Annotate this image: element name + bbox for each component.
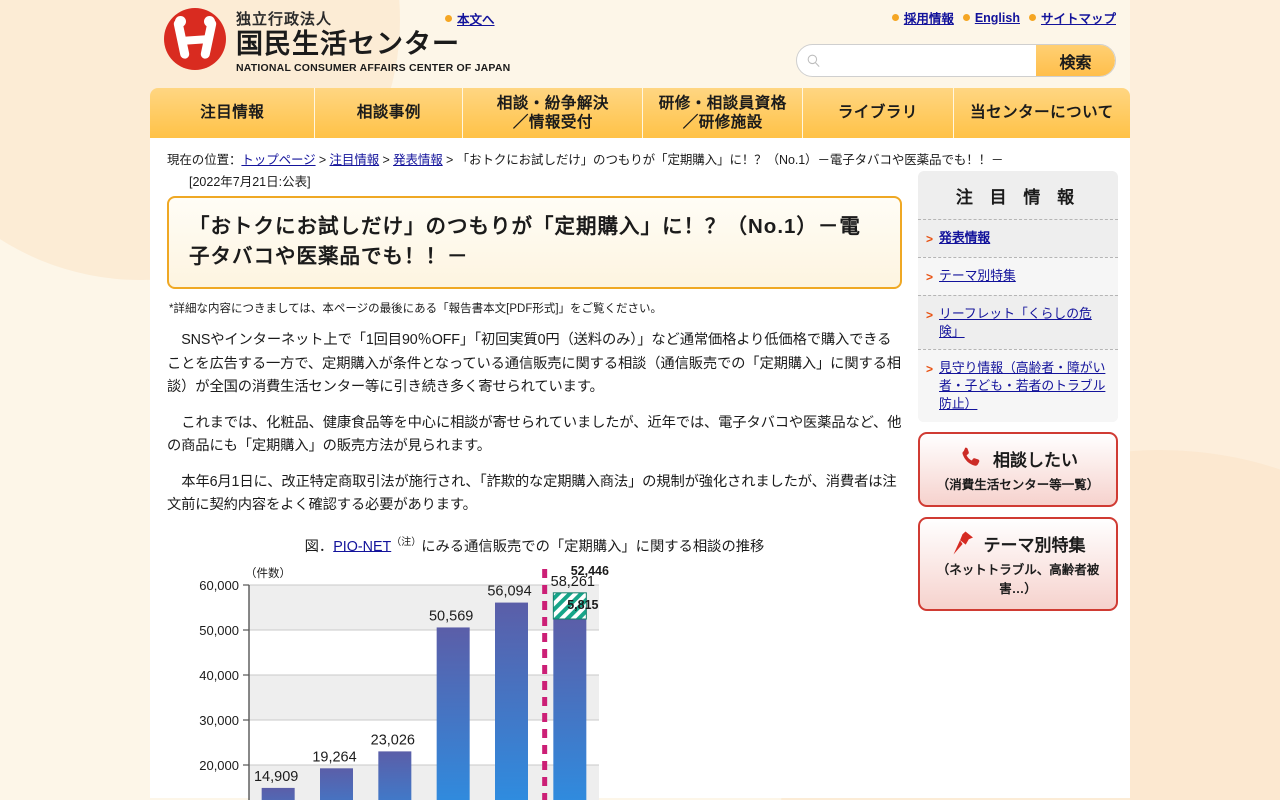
utility-nav-label[interactable]: 採用情報 bbox=[903, 12, 954, 26]
chevron-right-icon: > bbox=[926, 232, 934, 246]
logo-line-1: 独立行政法人 bbox=[236, 11, 333, 28]
figure-caption-note-marker: （注） bbox=[391, 536, 422, 548]
figure-caption-prefix: 図． bbox=[304, 538, 334, 555]
svg-text:（件数）: （件数） bbox=[245, 566, 291, 580]
chart-svg: 10,00020,00030,00040,00050,00060,000（件数）… bbox=[199, 564, 609, 800]
svg-text:50,569: 50,569 bbox=[429, 609, 473, 625]
chevron-right-icon: > bbox=[926, 307, 934, 322]
sidebar-item-label[interactable]: 見守り情報（高齢者・障がい者・子ども・若者のトラブル防止） bbox=[939, 360, 1106, 412]
chevron-right-icon: > bbox=[926, 269, 934, 284]
svg-text:58,261: 58,261 bbox=[551, 574, 595, 590]
bullet-dot-icon bbox=[962, 14, 970, 21]
breadcrumb-item-top[interactable]: トップページ bbox=[241, 153, 316, 167]
sidebar-item-label[interactable]: リーフレット「くらしの危険」 bbox=[939, 305, 1092, 339]
figure-caption: 図．PIO-NET（注）にみる通信販売での「定期購入」に関する相談の推移 bbox=[167, 533, 902, 556]
global-navigation: 注目情報 相談事例 相談・紛争解決 ／情報受付 研修・相談員資格 ／研修施設 ラ… bbox=[150, 88, 1130, 138]
sidebar-item-label[interactable]: テーマ別特集 bbox=[939, 267, 1016, 283]
search-input-wrap bbox=[797, 46, 1036, 75]
nav-item-training-qualification[interactable]: 研修・相談員資格 ／研修施設 bbox=[643, 88, 804, 138]
site-logo[interactable]: 独立行政法人 国民生活センター NATIONAL CONSUMER AFFAIR… bbox=[164, 6, 510, 74]
page-container: 独立行政法人 国民生活センター NATIONAL CONSUMER AFFAIR… bbox=[150, 0, 1130, 800]
consultation-trend-chart: 10,00020,00030,00040,00050,00060,000（件数）… bbox=[181, 561, 902, 800]
svg-text:19,264: 19,264 bbox=[312, 750, 356, 766]
breadcrumb: 現在の位置：トップページ > 注目情報 > 発表情報 > 「おトクにお試しだけ」… bbox=[150, 138, 1130, 168]
banner-theme[interactable]: テーマ別特集 （ネットトラブル、高齢者被害…） bbox=[918, 517, 1118, 612]
search-icon bbox=[807, 54, 820, 68]
svg-text:20,000: 20,000 bbox=[199, 758, 239, 773]
bullet-dot-icon bbox=[445, 15, 452, 22]
body-paragraph-1: SNSやインターネット上で「1回目90％OFF」「初回実質0円（送料のみ）」など… bbox=[167, 332, 901, 395]
chevron-right-icon: > bbox=[926, 362, 934, 377]
phone-icon bbox=[962, 447, 980, 466]
breadcrumb-sep: > bbox=[315, 153, 330, 167]
publication-date: [2022年7月21日:公表] bbox=[189, 175, 311, 189]
svg-text:56,094: 56,094 bbox=[487, 584, 531, 600]
pdf-note: *詳細な内容につきましては、本ページの最後にある「報告書本文[PDF形式]」をご… bbox=[169, 303, 663, 316]
utility-nav: 採用情報 English サイトマップ bbox=[891, 8, 1116, 27]
sidebar-item-leaflet[interactable]: > リーフレット「くらしの危険」 bbox=[918, 294, 1118, 350]
search-input[interactable] bbox=[821, 46, 1036, 75]
main-column: [2022年7月21日:公表] 「おトクにお試しだけ」のつもりが「定期購入」に！… bbox=[167, 171, 902, 800]
breadcrumb-item-current: 「おトクにお試しだけ」のつもりが「定期購入」に！？（No.1）－電子タバコや医薬… bbox=[456, 153, 1004, 167]
svg-text:50,000: 50,000 bbox=[199, 623, 239, 638]
content-area: 現在の位置：トップページ > 注目情報 > 発表情報 > 「おトクにお試しだけ」… bbox=[150, 138, 1130, 800]
search-bar: 検索 bbox=[796, 44, 1116, 77]
banner-consult-subtitle: （消費生活センター等一覧） bbox=[936, 478, 1100, 493]
svg-text:5,815: 5,815 bbox=[567, 598, 598, 612]
sidebar-item-announcements[interactable]: > 発表情報 bbox=[918, 219, 1118, 257]
svg-text:52,446: 52,446 bbox=[571, 564, 609, 578]
bullet-dot-icon bbox=[891, 14, 899, 21]
sidebar-item-theme-features[interactable]: > テーマ別特集 bbox=[918, 256, 1118, 295]
pin-icon bbox=[953, 531, 973, 555]
logo-line-2: 国民生活センター bbox=[236, 29, 460, 59]
banner-theme-subtitle: （ネットトラブル、高齢者被害…） bbox=[936, 563, 1100, 597]
svg-text:14,909: 14,909 bbox=[254, 769, 298, 785]
nav-item-consultation-examples[interactable]: 相談事例 bbox=[315, 88, 464, 138]
svg-text:23,026: 23,026 bbox=[371, 733, 415, 749]
skip-link-label[interactable]: 本文へ bbox=[457, 13, 495, 27]
utility-nav-item-recruit[interactable]: 採用情報 bbox=[891, 8, 954, 27]
sidebar-item-label[interactable]: 発表情報 bbox=[939, 230, 991, 245]
banner-theme-title: テーマ別特集 bbox=[983, 535, 1086, 555]
breadcrumb-item-featured[interactable]: 注目情報 bbox=[329, 153, 380, 167]
pio-net-link[interactable]: PIO-NET bbox=[333, 538, 392, 555]
banner-consult-row: 相談したい bbox=[928, 445, 1108, 471]
svg-text:40,000: 40,000 bbox=[199, 668, 239, 683]
bullet-dot-icon bbox=[1028, 14, 1036, 21]
nav-item-about-center[interactable]: 当センターについて bbox=[953, 88, 1130, 138]
skip-to-content-link[interactable]: 本文へ bbox=[445, 9, 495, 28]
utility-nav-item-sitemap[interactable]: サイトマップ bbox=[1028, 8, 1116, 27]
utility-nav-item-english[interactable]: English bbox=[962, 10, 1020, 25]
sidebar: 注 目 情 報 > 発表情報 > テーマ別特集 > リーフレット「くらしの危険」… bbox=[918, 171, 1118, 612]
breadcrumb-prefix: 現在の位置： bbox=[167, 153, 242, 167]
site-header: 独立行政法人 国民生活センター NATIONAL CONSUMER AFFAIR… bbox=[150, 0, 1130, 88]
figure-caption-suffix: にみる通信販売での「定期購入」に関する相談の推移 bbox=[421, 538, 765, 555]
breadcrumb-sep: > bbox=[442, 153, 457, 167]
breadcrumb-sep: > bbox=[379, 153, 394, 167]
breadcrumb-item-announcements[interactable]: 発表情報 bbox=[393, 153, 443, 167]
sidebar-featured-box: 注 目 情 報 > 発表情報 > テーマ別特集 > リーフレット「くらしの危険」… bbox=[918, 171, 1118, 423]
search-button[interactable]: 検索 bbox=[1036, 45, 1115, 76]
utility-nav-label[interactable]: English bbox=[974, 10, 1020, 25]
article-title-box: 「おトクにお試しだけ」のつもりが「定期購入」に！？（No.1）－電子タバコや医薬… bbox=[167, 196, 902, 290]
banner-consult-title: 相談したい bbox=[993, 450, 1078, 470]
nav-item-featured-info[interactable]: 注目情報 bbox=[150, 88, 316, 138]
body-paragraph-2: これまでは、化粧品、健康食品等を中心に相談が寄せられていましたが、近年では、電子… bbox=[167, 414, 902, 455]
utility-nav-label[interactable]: サイトマップ bbox=[1040, 12, 1116, 26]
nav-item-library[interactable]: ライブラリ bbox=[803, 88, 954, 138]
svg-text:60,000: 60,000 bbox=[199, 578, 239, 593]
logo-line-3: NATIONAL CONSUMER AFFAIRS CENTER OF JAPA… bbox=[236, 61, 511, 74]
sidebar-item-watch-info[interactable]: > 見守り情報（高齢者・障がい者・子ども・若者のトラブル防止） bbox=[918, 349, 1118, 423]
banner-theme-row: テーマ別特集 bbox=[928, 530, 1108, 556]
svg-text:30,000: 30,000 bbox=[199, 713, 239, 728]
banner-consult[interactable]: 相談したい （消費生活センター等一覧） bbox=[918, 432, 1118, 508]
ncac-logo-icon bbox=[164, 8, 226, 70]
nav-item-consultation-dispute[interactable]: 相談・紛争解決 ／情報受付 bbox=[463, 88, 644, 138]
page-title: 「おトクにお試しだけ」のつもりが「定期購入」に！？（No.1）－電子タバコや医薬… bbox=[189, 215, 861, 268]
body-paragraph-3: 本年6月1日に、改正特定商取引法が施行され、「詐欺的な定期購入商法」の規制が強化… bbox=[167, 474, 897, 514]
sidebar-title: 注 目 情 報 bbox=[955, 188, 1081, 207]
